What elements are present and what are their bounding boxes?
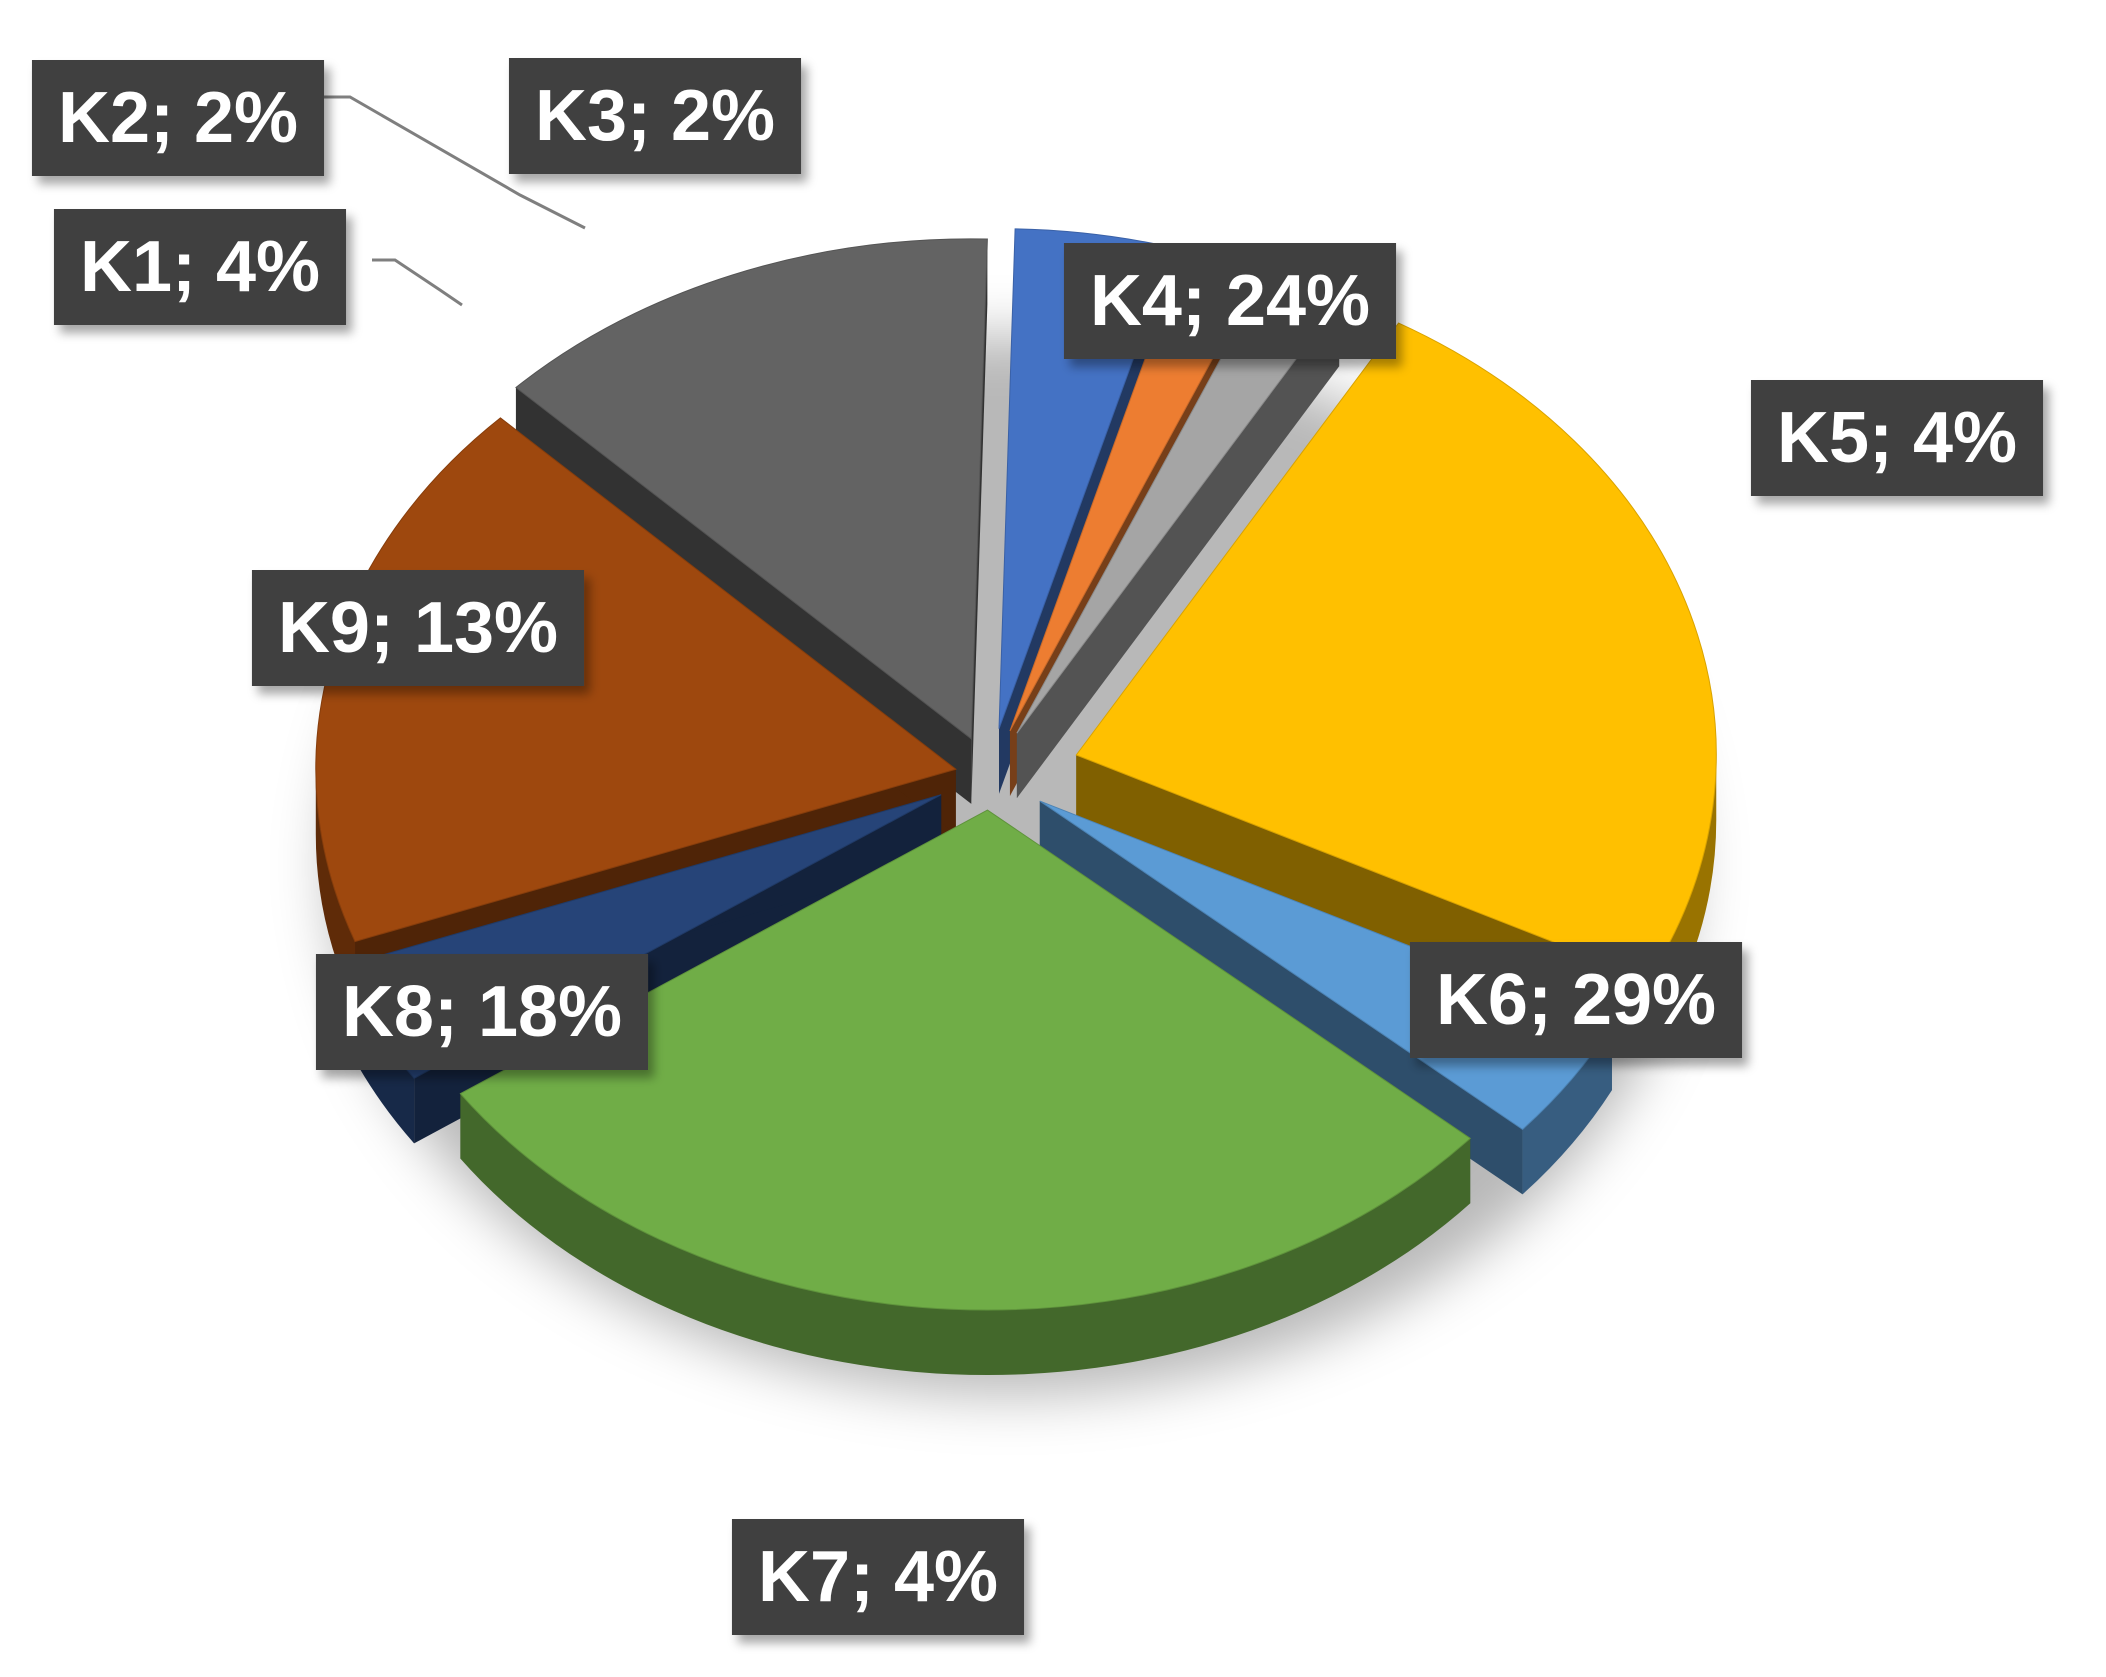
data-label-box-k5	[1750, 380, 2044, 496]
slice-k6	[459, 809, 1471, 1311]
slice-k4	[1075, 322, 1717, 980]
data-label-text-k7: K7; 4%	[758, 1537, 998, 1617]
data-label-k9: K9; 13%	[251, 570, 585, 686]
slice-k9	[515, 238, 988, 740]
leader-line-k1	[372, 258, 463, 307]
data-label-text-k3: K3; 2%	[535, 76, 775, 156]
data-label-box-k2	[31, 60, 325, 176]
data-label-k8: K8; 18%	[315, 954, 649, 1070]
data-label-text-k5: K5; 4%	[1777, 398, 2017, 478]
data-label-box-k1	[53, 209, 347, 325]
leader-lines	[318, 95, 586, 307]
data-label-text-k9: K9; 13%	[278, 588, 558, 668]
data-label-text-k6: K6; 29%	[1436, 960, 1716, 1040]
data-label-box-k3	[508, 58, 802, 174]
wall-radial-k3-1	[1016, 301, 1340, 799]
data-label-k7: K7; 4%	[731, 1519, 1025, 1635]
data-label-text-k4: K4; 24%	[1090, 261, 1370, 341]
data-label-k1: K1; 4%	[53, 209, 347, 325]
data-label-k3: K3; 2%	[508, 58, 802, 174]
data-label-k5: K5; 4%	[1750, 380, 2044, 496]
wall-radial-k9-1	[971, 238, 988, 804]
data-label-text-k1: K1; 4%	[80, 227, 320, 307]
data-label-box-k7	[731, 1519, 1025, 1635]
leader-line-k2	[318, 95, 586, 230]
data-label-text-k8: K8; 18%	[342, 972, 622, 1052]
data-label-box-k4	[1063, 243, 1397, 359]
data-label-k6: K6; 29%	[1409, 942, 1743, 1058]
data-label-box-k9	[251, 570, 585, 686]
wall-outer-k8	[315, 769, 356, 1007]
data-label-box-k8	[315, 954, 649, 1070]
wall-outer-k6	[460, 1093, 1471, 1376]
data-label-text-k2: K2; 2%	[58, 78, 298, 158]
data-label-box-k6	[1409, 942, 1743, 1058]
data-label-k2: K2; 2%	[31, 60, 325, 176]
data-labels: K1; 4% K2; 2% K3; 2% K4; 24% K5; 4% K6; 29% K7…	[31, 58, 2044, 1635]
data-label-k4: K4; 24%	[1063, 243, 1397, 359]
wall-outer-k5	[1522, 1025, 1612, 1195]
